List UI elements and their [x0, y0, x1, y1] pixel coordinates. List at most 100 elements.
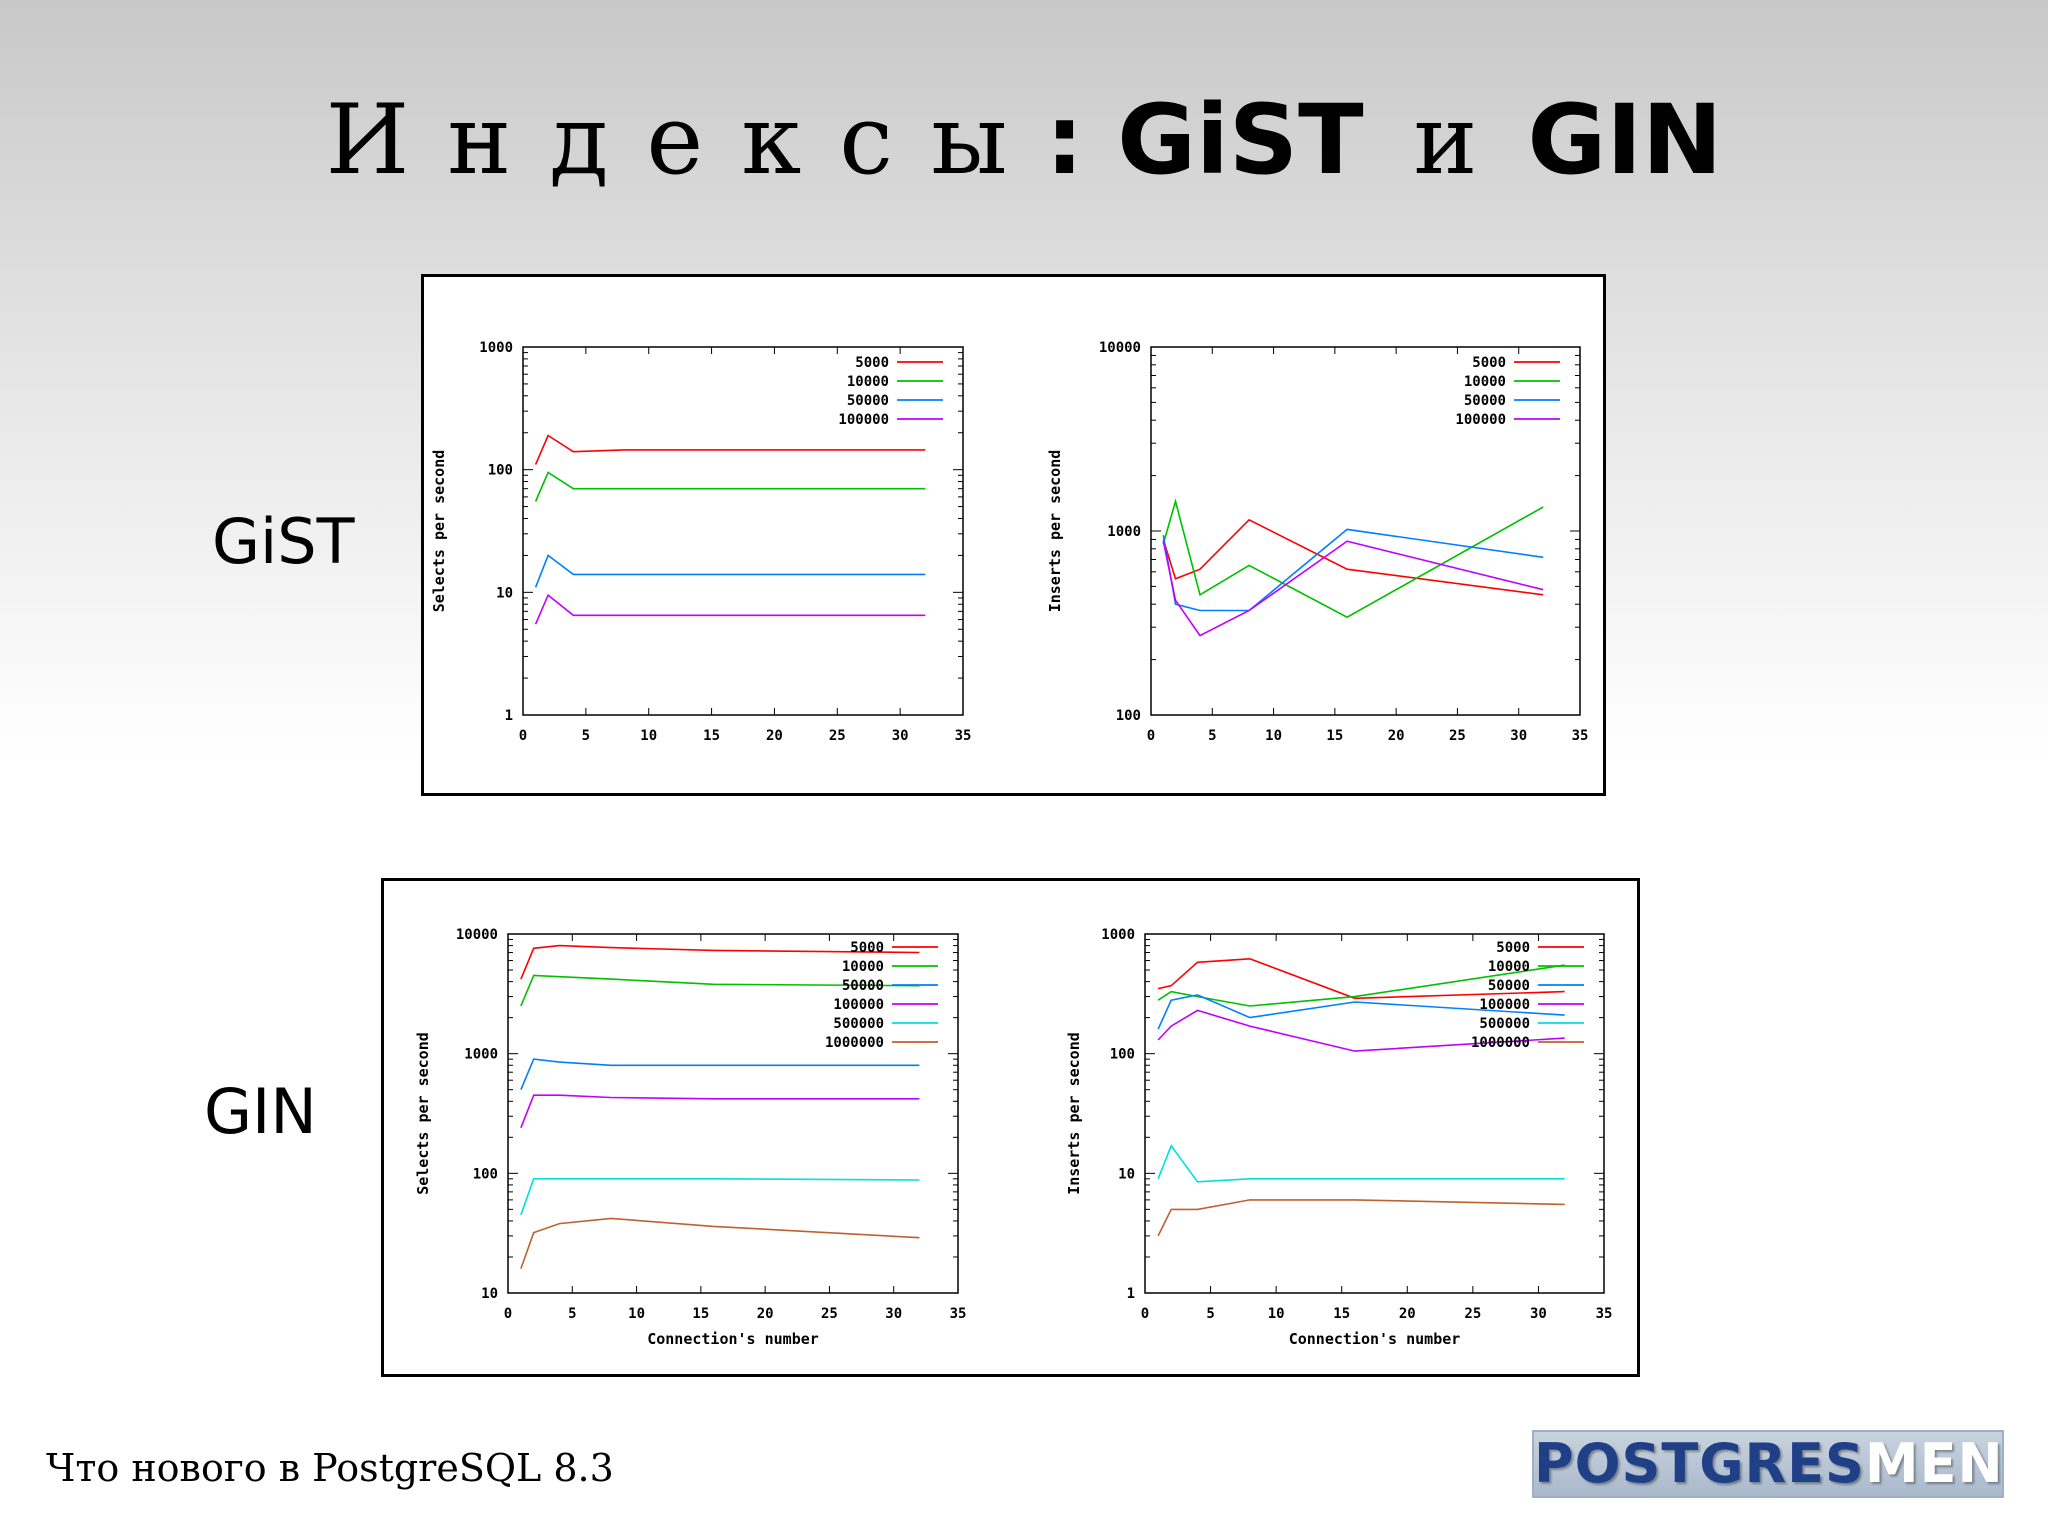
title-gin: GIN [1527, 84, 1723, 196]
legend-label-1000000: 1000000 [1471, 1035, 1530, 1051]
x-tick-label: 10 [1265, 728, 1282, 744]
x-tick-label: 0 [1141, 1306, 1149, 1322]
x-tick-label: 15 [1326, 728, 1343, 744]
legend-label-500000: 500000 [833, 1016, 884, 1032]
x-tick-label: 30 [892, 728, 909, 744]
y-tick-label: 10 [1118, 1166, 1135, 1182]
y-tick-label: 1 [1127, 1286, 1135, 1302]
legend-label-1000000: 1000000 [825, 1035, 884, 1051]
series-line-10000 [534, 471, 926, 502]
series-line-100000 [1162, 540, 1544, 637]
y-tick-label: 1000 [1107, 524, 1141, 540]
y-tick-label: 1000 [1101, 927, 1135, 943]
legend-label-5000: 5000 [850, 940, 884, 956]
series-line-10000 [1162, 498, 1544, 619]
row-label-gist: GiST [212, 505, 355, 578]
x-tick-label: 25 [1449, 728, 1466, 744]
x-tick-label: 20 [766, 728, 783, 744]
legend-label-50000: 50000 [842, 978, 884, 994]
plot-frame [1144, 933, 1605, 1294]
chart-gin-selects: 0 5 10 15 20 25 30 35 10 100 1000 10000 Connection's… [414, 927, 966, 1348]
series-line-5000 [1157, 957, 1565, 1000]
legend-label-10000: 10000 [1464, 374, 1506, 390]
x-tick-label: 30 [1510, 728, 1527, 744]
y-tick-label: 1000 [479, 340, 513, 356]
postgresmen-logo: POSTGRESMEN [1532, 1430, 2004, 1498]
row-label-gin: GIN [204, 1075, 317, 1148]
logo-part2: MEN [1864, 1432, 2004, 1495]
x-tick-label: 5 [568, 1306, 576, 1322]
y-axis-label: Inserts per second [1065, 1032, 1083, 1195]
series-line-50000 [534, 554, 926, 588]
x-tick-label: 15 [692, 1306, 709, 1322]
series-line-50000 [1157, 994, 1565, 1030]
legend-label-100000: 100000 [1479, 997, 1530, 1013]
title-and: и [1413, 84, 1478, 196]
chart-gin-inserts: 0 5 10 15 20 25 30 35 1 10 100 1000 Connection's num… [1065, 927, 1612, 1348]
x-tick-label: 20 [757, 1306, 774, 1322]
title-colon: : [1045, 84, 1118, 196]
x-tick-label: 20 [1388, 728, 1405, 744]
x-tick-label: 35 [950, 1306, 967, 1322]
x-tick-label: 25 [1464, 1306, 1481, 1322]
legend-label-10000: 10000 [842, 959, 884, 975]
chart-gist-inserts: 05101520253035100100010000Connection's n… [1046, 340, 1589, 744]
legend-label-5000: 5000 [1472, 355, 1506, 371]
x-tick-label: 0 [519, 728, 527, 744]
legend-label-5000: 5000 [1496, 940, 1530, 956]
series-line-500000 [520, 1177, 920, 1216]
footer-text: Что нового в PostgreSQL 8.3 [46, 1446, 614, 1490]
legend-label-100000: 100000 [1455, 412, 1506, 428]
series-line-100000 [1157, 1009, 1565, 1052]
series-line-1000000 [520, 1217, 920, 1269]
series-line-10000 [1157, 964, 1565, 1007]
y-tick-label: 1000 [464, 1047, 498, 1063]
legend-label-50000: 50000 [1488, 978, 1530, 994]
gin-chart-svg: 0 5 10 15 20 25 30 3510100100010000Connection's… [414, 927, 1612, 1348]
legend-label-50000: 50000 [847, 393, 889, 409]
x-axis-label: Connection's number [1289, 1330, 1461, 1348]
x-tick-label: 10 [640, 728, 657, 744]
series-line-100000 [520, 1094, 920, 1129]
title-gist: GiST [1117, 84, 1364, 196]
legend-label-5000: 5000 [855, 355, 889, 371]
x-tick-label: 15 [1333, 1306, 1350, 1322]
y-tick-label: 10000 [1099, 340, 1141, 356]
x-tick-label: 35 [1572, 728, 1589, 744]
legend-label-10000: 10000 [847, 374, 889, 390]
slide-title: Индексы: GiST и GIN [0, 80, 2048, 200]
logo-part1: POSTGRES [1534, 1432, 1865, 1495]
x-tick-label: 0 [504, 1306, 512, 1322]
series-line-5000 [1162, 518, 1544, 596]
legend-label-10000: 10000 [1488, 959, 1530, 975]
series-line-100000 [534, 593, 926, 625]
series-line-5000 [534, 434, 926, 465]
x-tick-label: 30 [1530, 1306, 1547, 1322]
plot-frame [522, 346, 964, 716]
legend-label-100000: 100000 [838, 412, 889, 428]
series-line-50000 [520, 1058, 920, 1091]
y-tick-label: 10 [481, 1286, 498, 1302]
y-tick-label: 100 [1110, 1047, 1135, 1063]
y-axis-label: Inserts per second [1046, 450, 1064, 613]
y-tick-label: 10000 [456, 927, 498, 943]
y-tick-label: 100 [1116, 708, 1141, 724]
x-tick-label: 35 [955, 728, 972, 744]
legend-label-100000: 100000 [833, 997, 884, 1013]
plot-frame [507, 933, 959, 1294]
series-line-10000 [520, 974, 920, 1007]
series-line-5000 [520, 944, 920, 980]
x-tick-label: 0 [1147, 728, 1155, 744]
x-axis-label: Connection's number [647, 1330, 819, 1348]
y-tick-label: 100 [473, 1166, 498, 1182]
y-axis-label: Selects per second [430, 450, 448, 613]
series-line-500000 [1157, 1144, 1565, 1183]
title-word-indexes: Индексы [325, 84, 1046, 196]
x-tick-label: 5 [1208, 728, 1216, 744]
y-tick-label: 100 [488, 463, 513, 479]
series-line-1000000 [1157, 1199, 1565, 1237]
x-tick-label: 20 [1399, 1306, 1416, 1322]
y-tick-label: 10 [496, 585, 513, 601]
y-tick-label: 1 [505, 708, 513, 724]
